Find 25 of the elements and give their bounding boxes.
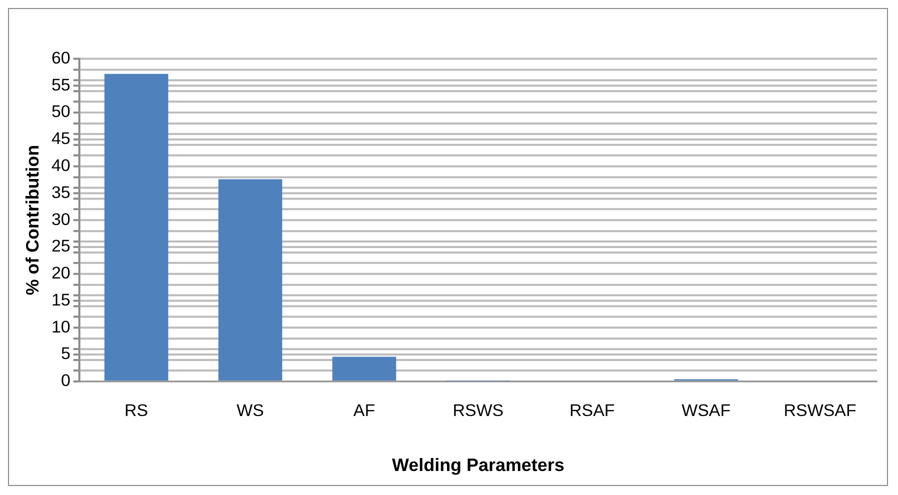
y-tick-label: 55 (52, 75, 70, 94)
y-tick-label: 60 (52, 48, 70, 68)
y-tick-label: 0 (60, 371, 70, 390)
x-tick-label: RSWS (452, 401, 504, 420)
x-tick-label: WS (236, 401, 264, 420)
x-tick-label: WSAF (682, 401, 731, 420)
y-tick-label: 40 (52, 156, 70, 176)
x-axis-title: Welding Parameters (392, 455, 564, 476)
y-tick-label: 25 (52, 236, 70, 256)
x-tick-label: RS (124, 401, 148, 420)
y-tick-label: 20 (52, 264, 70, 283)
y-tick-label: 35 (52, 182, 70, 202)
bar (332, 356, 396, 380)
x-tick-label: AF (353, 401, 376, 420)
y-tick-label: 15 (52, 290, 70, 310)
y-tick-label: 45 (52, 129, 70, 148)
y-tick-label: 30 (52, 210, 70, 229)
y-tick-label: 10 (52, 317, 70, 336)
x-tick-label: RSAF (570, 401, 615, 420)
x-tick-label: RSWSAF (784, 401, 856, 420)
bar (104, 74, 168, 380)
y-tick-label: 50 (52, 102, 70, 122)
y-tick-label: 5 (60, 344, 70, 364)
bar (218, 179, 282, 380)
y-axis-title: % of Contribution (22, 144, 43, 296)
